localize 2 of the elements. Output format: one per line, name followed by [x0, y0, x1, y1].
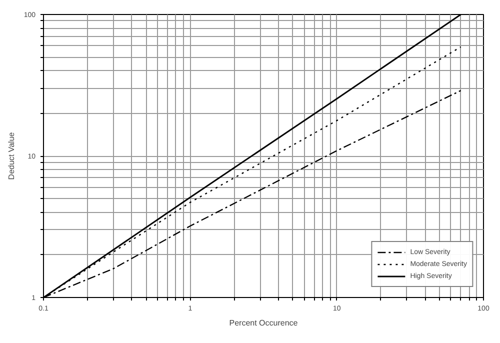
- y-axis-title: Deduct Value: [6, 132, 16, 180]
- x-axis-title: Percent Occurence: [229, 318, 298, 328]
